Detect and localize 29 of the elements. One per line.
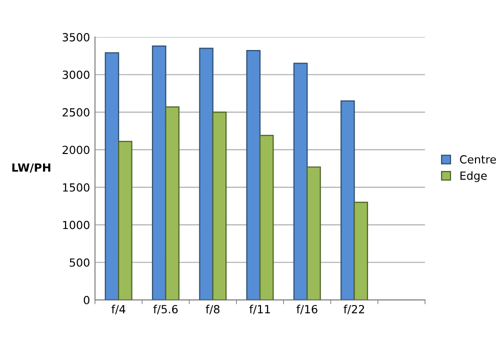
y-axis-title: LW/PH bbox=[12, 163, 50, 173]
y-tick-label: 2000 bbox=[62, 146, 90, 154]
x-tick-label: f/16 bbox=[296, 304, 318, 314]
bar bbox=[259, 134, 274, 300]
bar bbox=[212, 112, 227, 300]
y-tick-label: 3500 bbox=[62, 33, 90, 42]
bar bbox=[246, 50, 261, 300]
x-tick-label: f/5.6 bbox=[153, 304, 178, 314]
bar bbox=[152, 46, 166, 300]
bar bbox=[306, 166, 321, 300]
x-tick-label: f/22 bbox=[344, 304, 364, 314]
y-tick-label: 1000 bbox=[63, 220, 90, 230]
y-tick-label: 500 bbox=[70, 258, 90, 267]
bar bbox=[104, 52, 120, 300]
bar bbox=[118, 140, 132, 300]
legend-label: Edge bbox=[460, 171, 487, 182]
x-tick-label: f/8 bbox=[206, 304, 220, 314]
x-tick-label: f/4 bbox=[111, 304, 126, 314]
y-tick-label: 2500 bbox=[62, 108, 90, 117]
bar bbox=[340, 100, 355, 300]
y-tick-label: 3000 bbox=[62, 70, 90, 79]
y-tick-label: 1500 bbox=[63, 183, 90, 192]
bar bbox=[199, 48, 214, 300]
legend-label: Centre bbox=[460, 155, 496, 164]
bar bbox=[354, 202, 368, 300]
bar bbox=[293, 62, 308, 300]
bar bbox=[165, 106, 180, 300]
x-tick-label: f/11 bbox=[249, 304, 270, 314]
y-tick-label: 0 bbox=[84, 296, 90, 304]
